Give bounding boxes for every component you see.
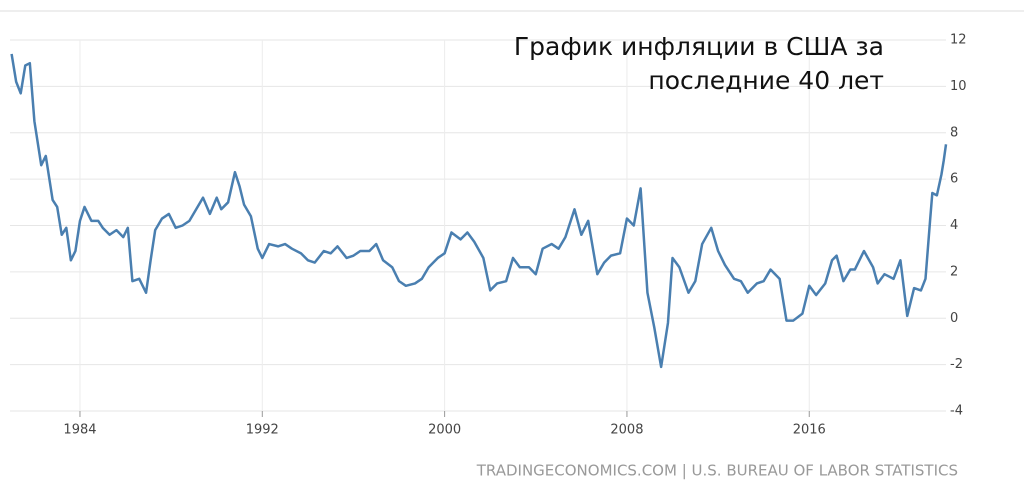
x-tick-label: 1984 <box>63 423 96 438</box>
y-tick-label: 12 <box>950 33 967 48</box>
y-tick-label: 10 <box>950 79 967 94</box>
line <box>10 53 948 369</box>
x-tick-label: 2016 <box>793 423 826 438</box>
y-tick-label: 6 <box>950 172 958 187</box>
y-tick-label: 4 <box>950 218 958 233</box>
y-tick-label: -4 <box>950 404 963 419</box>
y-tick-label: -2 <box>950 357 963 372</box>
y-tick-label: 2 <box>950 264 958 279</box>
x-tick-label: 2000 <box>428 423 461 438</box>
x-tick-label: 1992 <box>246 423 279 438</box>
y-tick-label: 8 <box>950 125 958 140</box>
source: TRADINGECONOMICS.COM | U.S. BUREAU OF LA… <box>476 462 958 480</box>
x-tick-label: 2008 <box>610 423 643 438</box>
y-tick-label: 0 <box>950 311 958 326</box>
chart-title: График инфляции в США за последние 40 ле… <box>513 32 884 95</box>
